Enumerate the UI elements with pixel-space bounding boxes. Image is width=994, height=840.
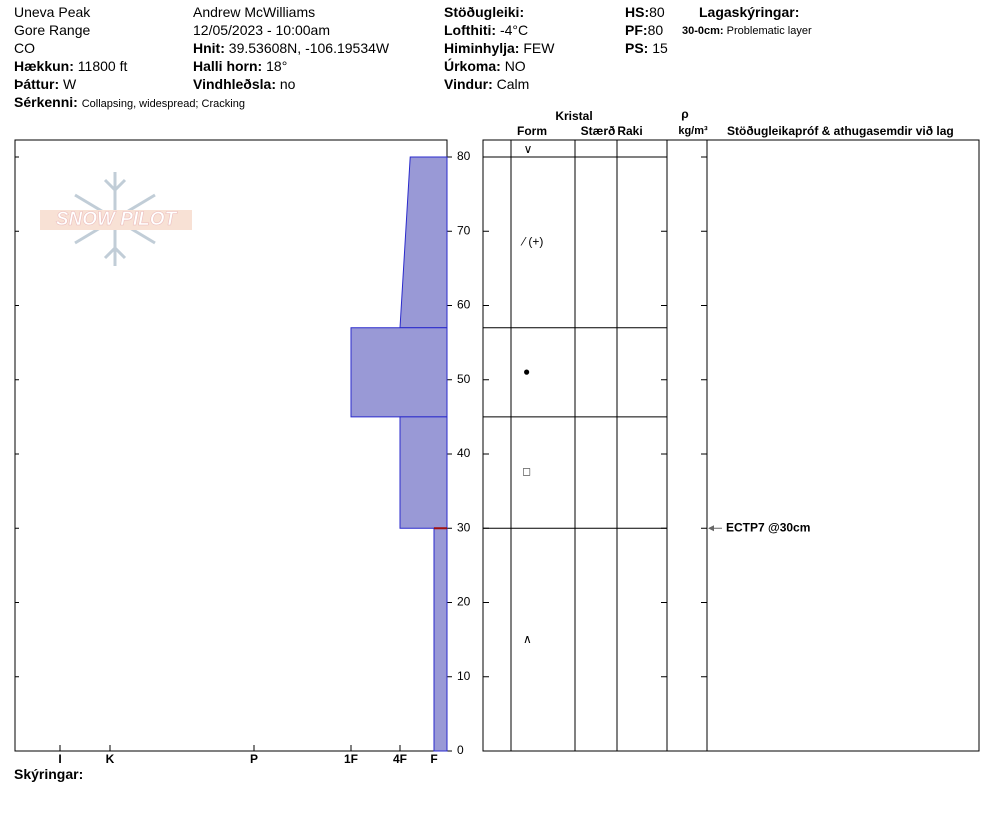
features: Sérkenni: Collapsing, widespread; Cracki… — [14, 93, 245, 113]
table-columns — [510, 140, 708, 751]
grain-form: ● — [523, 364, 530, 378]
test-arrowhead — [708, 525, 714, 532]
x-tick-label: K — [106, 752, 115, 766]
y-tick-label: 20 — [457, 595, 471, 609]
value: -4°C — [499, 22, 529, 38]
grain-form: □ — [523, 465, 530, 479]
location: Uneva Peak — [14, 4, 91, 20]
footer: Skýringar: — [14, 765, 83, 783]
value: NO — [504, 58, 526, 74]
value: W — [63, 76, 77, 92]
grain-form: ⁄ (+) — [520, 235, 543, 249]
logo: SNOW PILOT — [40, 172, 192, 266]
test-label: ECTP7 @30cm — [726, 520, 810, 534]
logo-text: SNOW PILOT — [56, 209, 178, 230]
label: Hnit: — [193, 40, 225, 56]
observer: Andrew McWilliams — [193, 4, 316, 20]
label: PF: — [625, 22, 648, 38]
ps: PS: 15 — [625, 39, 668, 57]
datetime: 12/05/2023 - 10:00am — [193, 22, 330, 38]
hardness-bar — [399, 156, 448, 329]
y-tick-label: 60 — [457, 298, 471, 312]
table-frame — [482, 139, 980, 752]
layer-notes: Lagaskýringar: — [699, 3, 799, 21]
y-tick-label: 70 — [457, 223, 471, 237]
logo-band — [40, 210, 192, 230]
value: no — [279, 76, 296, 92]
range: Gore Range — [14, 22, 91, 38]
label: Þáttur: — [14, 76, 60, 92]
label: HS: — [625, 4, 650, 20]
col-size: Stærð — [581, 124, 616, 138]
value: Collapsing, widespread; Cracking — [81, 98, 245, 110]
col-density-symbol: ρ — [681, 107, 688, 121]
layer-note: 30-0cm: Problematic layer — [682, 22, 812, 40]
y-tick-label: 80 — [457, 149, 471, 163]
coords: Hnit: 39.53608N, -106.19534W — [193, 39, 389, 57]
x-tick-label: F — [430, 752, 437, 766]
value: 80 — [647, 22, 664, 38]
x-tick-label: 4F — [393, 752, 407, 766]
y-tick-label: 50 — [457, 372, 471, 386]
col-moisture: Raki — [617, 124, 642, 138]
value: 80 — [649, 4, 665, 20]
wind: Vindur: Calm — [444, 75, 529, 93]
grain-form: ∧ — [523, 632, 532, 646]
label: Lagaskýringar: — [699, 4, 800, 20]
value: 15 — [652, 40, 668, 56]
aspect: Þáttur: W — [14, 75, 76, 93]
label: Skýringar: — [14, 766, 84, 782]
y-tick-label: 0 — [457, 743, 464, 757]
col-tests: Stöðugleikapróf & athugasemdir við lag — [727, 124, 954, 138]
surface-form: ∨ — [524, 142, 533, 156]
pf: PF:80 — [625, 21, 663, 39]
value: Calm — [496, 76, 530, 92]
label: Lofthiti: — [444, 22, 497, 38]
label: Vindur: — [444, 76, 493, 92]
x-tick-label: 1F — [344, 752, 358, 766]
x-tick-label: I — [58, 752, 61, 766]
label: Hækkun: — [14, 58, 74, 74]
hardness-bar — [399, 416, 448, 529]
air-temp: Lofthiti: -4°C — [444, 21, 528, 39]
profile-frame — [14, 139, 448, 752]
label: Úrkoma: — [444, 58, 501, 74]
x-tick-label: P — [250, 752, 258, 766]
hs: HS:80 — [625, 3, 665, 21]
hardness-bar — [350, 327, 448, 418]
hardness-bar — [433, 527, 448, 752]
col-density-unit: kg/m³ — [678, 125, 708, 137]
value: 11800 ft — [77, 58, 128, 74]
value: Problematic layer — [726, 25, 812, 37]
label: PS: — [625, 40, 649, 56]
label: Stöðugleiki: — [444, 4, 525, 20]
label: Halli horn: — [193, 58, 263, 74]
sky: Himinhylja: FEW — [444, 39, 554, 57]
wind-loading: Vindhleðsla: no — [193, 75, 295, 93]
y-tick-label: 30 — [457, 520, 471, 534]
label: Vindhleðsla: — [193, 76, 276, 92]
label: Himinhylja: — [444, 40, 520, 56]
label: Sérkenni: — [14, 94, 78, 110]
y-tick-label: 40 — [457, 446, 471, 460]
range: 30-0cm: — [682, 25, 724, 37]
value: 18° — [266, 58, 288, 74]
col-form: Form — [517, 124, 547, 138]
elevation: Hækkun: 11800 ft — [14, 57, 127, 75]
value: 39.53608N, -106.19534W — [228, 40, 390, 56]
y-tick-label: 10 — [457, 669, 471, 683]
stability: Stöðugleiki: — [444, 3, 524, 21]
slope: Halli horn: 18° — [193, 57, 287, 75]
precip: Úrkoma: NO — [444, 57, 526, 75]
col-crystal: Kristal — [555, 109, 592, 123]
value: FEW — [523, 40, 555, 56]
state: CO — [14, 40, 35, 56]
